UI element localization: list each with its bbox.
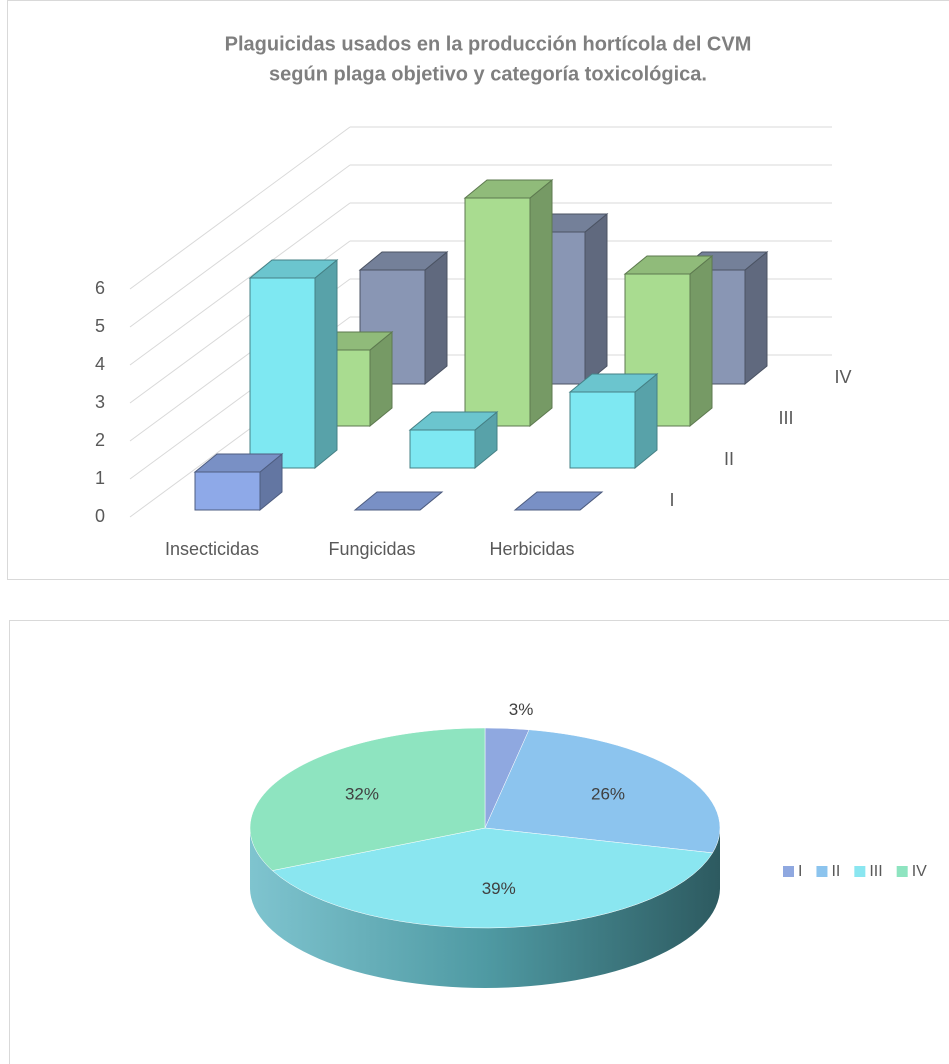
bar [569, 391, 636, 469]
legend-swatch [783, 866, 794, 877]
depth-label: I [669, 490, 674, 510]
bar [464, 197, 531, 427]
bar [194, 471, 261, 511]
bar-top [463, 179, 554, 199]
x-tick-label: Insecticidas [165, 539, 259, 559]
bar-top [408, 411, 499, 431]
y-tick-label: 5 [95, 316, 105, 336]
bar-top [513, 491, 604, 511]
y-tick-label: 0 [95, 506, 105, 526]
y-tick-label: 4 [95, 354, 105, 374]
data-label: 39% [482, 879, 516, 898]
bar-top [358, 251, 449, 271]
y-tick-label: 3 [95, 392, 105, 412]
data-label: 26% [591, 784, 625, 803]
bar-side [584, 212, 608, 386]
bar-side [744, 250, 768, 386]
legend-swatch [896, 866, 908, 877]
pie-slice [271, 827, 714, 929]
legend-label: III [869, 863, 882, 880]
bar-top [623, 255, 714, 275]
x-tick-label: Herbicidas [489, 539, 574, 559]
legend-swatch [816, 866, 828, 877]
legend-swatch [854, 866, 866, 877]
depth-label: IV [834, 367, 851, 387]
depth-label: II [724, 449, 734, 469]
legend-label: I [798, 863, 802, 880]
bar-side [424, 250, 448, 386]
chart-frame [9, 620, 949, 1064]
depth-label: III [778, 408, 793, 428]
data-label: 32% [345, 784, 379, 803]
y-tick-label: 6 [95, 278, 105, 298]
legend-label: IV [912, 863, 927, 880]
data-label: 3% [509, 700, 534, 719]
bar-top [568, 373, 659, 393]
bar-top [248, 259, 339, 279]
y-tick-label: 1 [95, 468, 105, 488]
legend-label: II [831, 863, 840, 880]
bar-side [529, 178, 553, 428]
bar [249, 277, 316, 469]
bar-top [353, 491, 444, 511]
bar-side [689, 254, 713, 428]
bar-top [193, 453, 284, 473]
bar [409, 429, 476, 469]
chart-title: Plaguicidas usados en la producción hort… [225, 33, 752, 55]
grid-line [129, 202, 351, 366]
bar-side [314, 258, 338, 470]
grid-line [129, 164, 351, 328]
x-tick-label: Fungicidas [328, 539, 415, 559]
y-tick-label: 2 [95, 430, 105, 450]
grid-line [129, 126, 351, 290]
pie-slice [249, 727, 486, 871]
chart-title: según plaga objetivo y categoría toxicol… [269, 63, 707, 85]
pie-side [250, 828, 720, 988]
chart-frame [7, 0, 949, 580]
pie-slice [484, 729, 721, 854]
